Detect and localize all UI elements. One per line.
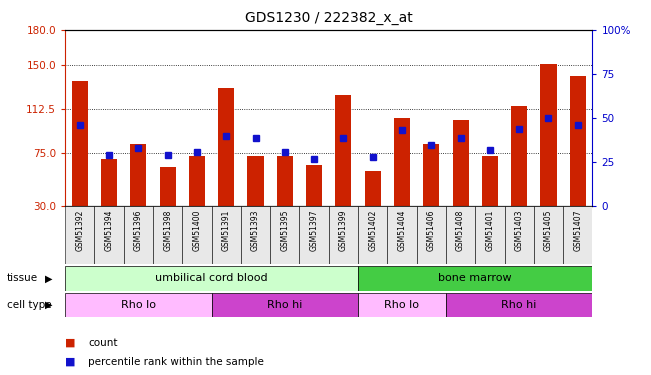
FancyBboxPatch shape [65,292,212,317]
Text: Rho lo: Rho lo [121,300,156,310]
Text: GSM51395: GSM51395 [281,209,289,251]
Text: GSM51401: GSM51401 [486,209,494,251]
FancyBboxPatch shape [299,206,329,264]
FancyBboxPatch shape [446,206,475,264]
Text: GSM51403: GSM51403 [515,209,523,251]
FancyBboxPatch shape [241,206,270,264]
Text: GSM51400: GSM51400 [193,209,201,251]
Text: GSM51396: GSM51396 [134,209,143,251]
Text: ■: ■ [65,357,76,367]
Text: GDS1230 / 222382_x_at: GDS1230 / 222382_x_at [245,11,413,25]
Text: GSM51405: GSM51405 [544,209,553,251]
Text: GSM51392: GSM51392 [76,209,84,251]
Bar [423,144,439,206]
FancyBboxPatch shape [153,206,182,264]
Text: GSM51398: GSM51398 [163,209,172,251]
Bar [570,76,586,206]
FancyBboxPatch shape [212,292,358,317]
Text: GSM51407: GSM51407 [574,209,582,251]
Text: percentile rank within the sample: percentile rank within the sample [88,357,264,367]
Text: Rho lo: Rho lo [385,300,419,310]
Text: GSM51391: GSM51391 [222,209,230,251]
Bar [247,156,264,206]
Bar [101,159,117,206]
FancyBboxPatch shape [182,206,212,264]
Text: GSM51399: GSM51399 [339,209,348,251]
Text: Rho hi: Rho hi [501,300,537,310]
Bar [72,81,88,206]
Text: tissue: tissue [7,273,38,284]
Text: count: count [88,338,117,348]
Bar [452,120,469,206]
Bar [482,156,498,206]
Text: ■: ■ [65,338,76,348]
Text: GSM51404: GSM51404 [398,209,406,251]
Bar [159,168,176,206]
Bar [130,144,146,206]
Text: GSM51406: GSM51406 [427,209,436,251]
FancyBboxPatch shape [358,266,592,291]
Bar [540,64,557,206]
Text: GSM51394: GSM51394 [105,209,113,251]
Text: GSM51397: GSM51397 [310,209,318,251]
Text: GSM51402: GSM51402 [368,209,377,251]
Text: bone marrow: bone marrow [438,273,512,284]
FancyBboxPatch shape [329,206,358,264]
FancyBboxPatch shape [358,292,446,317]
Text: GSM51393: GSM51393 [251,209,260,251]
Text: ▶: ▶ [45,300,53,310]
Bar [394,118,410,206]
Bar [511,106,527,206]
FancyBboxPatch shape [475,206,505,264]
FancyBboxPatch shape [270,206,299,264]
Text: GSM51408: GSM51408 [456,209,465,251]
Bar [335,94,352,206]
FancyBboxPatch shape [124,206,153,264]
FancyBboxPatch shape [65,206,94,264]
FancyBboxPatch shape [505,206,534,264]
FancyBboxPatch shape [387,206,417,264]
Text: Rho hi: Rho hi [267,300,303,310]
FancyBboxPatch shape [358,206,387,264]
Text: cell type: cell type [7,300,51,310]
FancyBboxPatch shape [65,266,358,291]
Bar [218,88,234,206]
Bar [306,165,322,206]
FancyBboxPatch shape [417,206,446,264]
FancyBboxPatch shape [563,206,592,264]
FancyBboxPatch shape [212,206,241,264]
Bar [277,156,293,206]
Bar [189,156,205,206]
Text: ▶: ▶ [45,273,53,284]
FancyBboxPatch shape [94,206,124,264]
Text: umbilical cord blood: umbilical cord blood [155,273,268,284]
Bar [365,171,381,206]
FancyBboxPatch shape [446,292,592,317]
FancyBboxPatch shape [534,206,563,264]
